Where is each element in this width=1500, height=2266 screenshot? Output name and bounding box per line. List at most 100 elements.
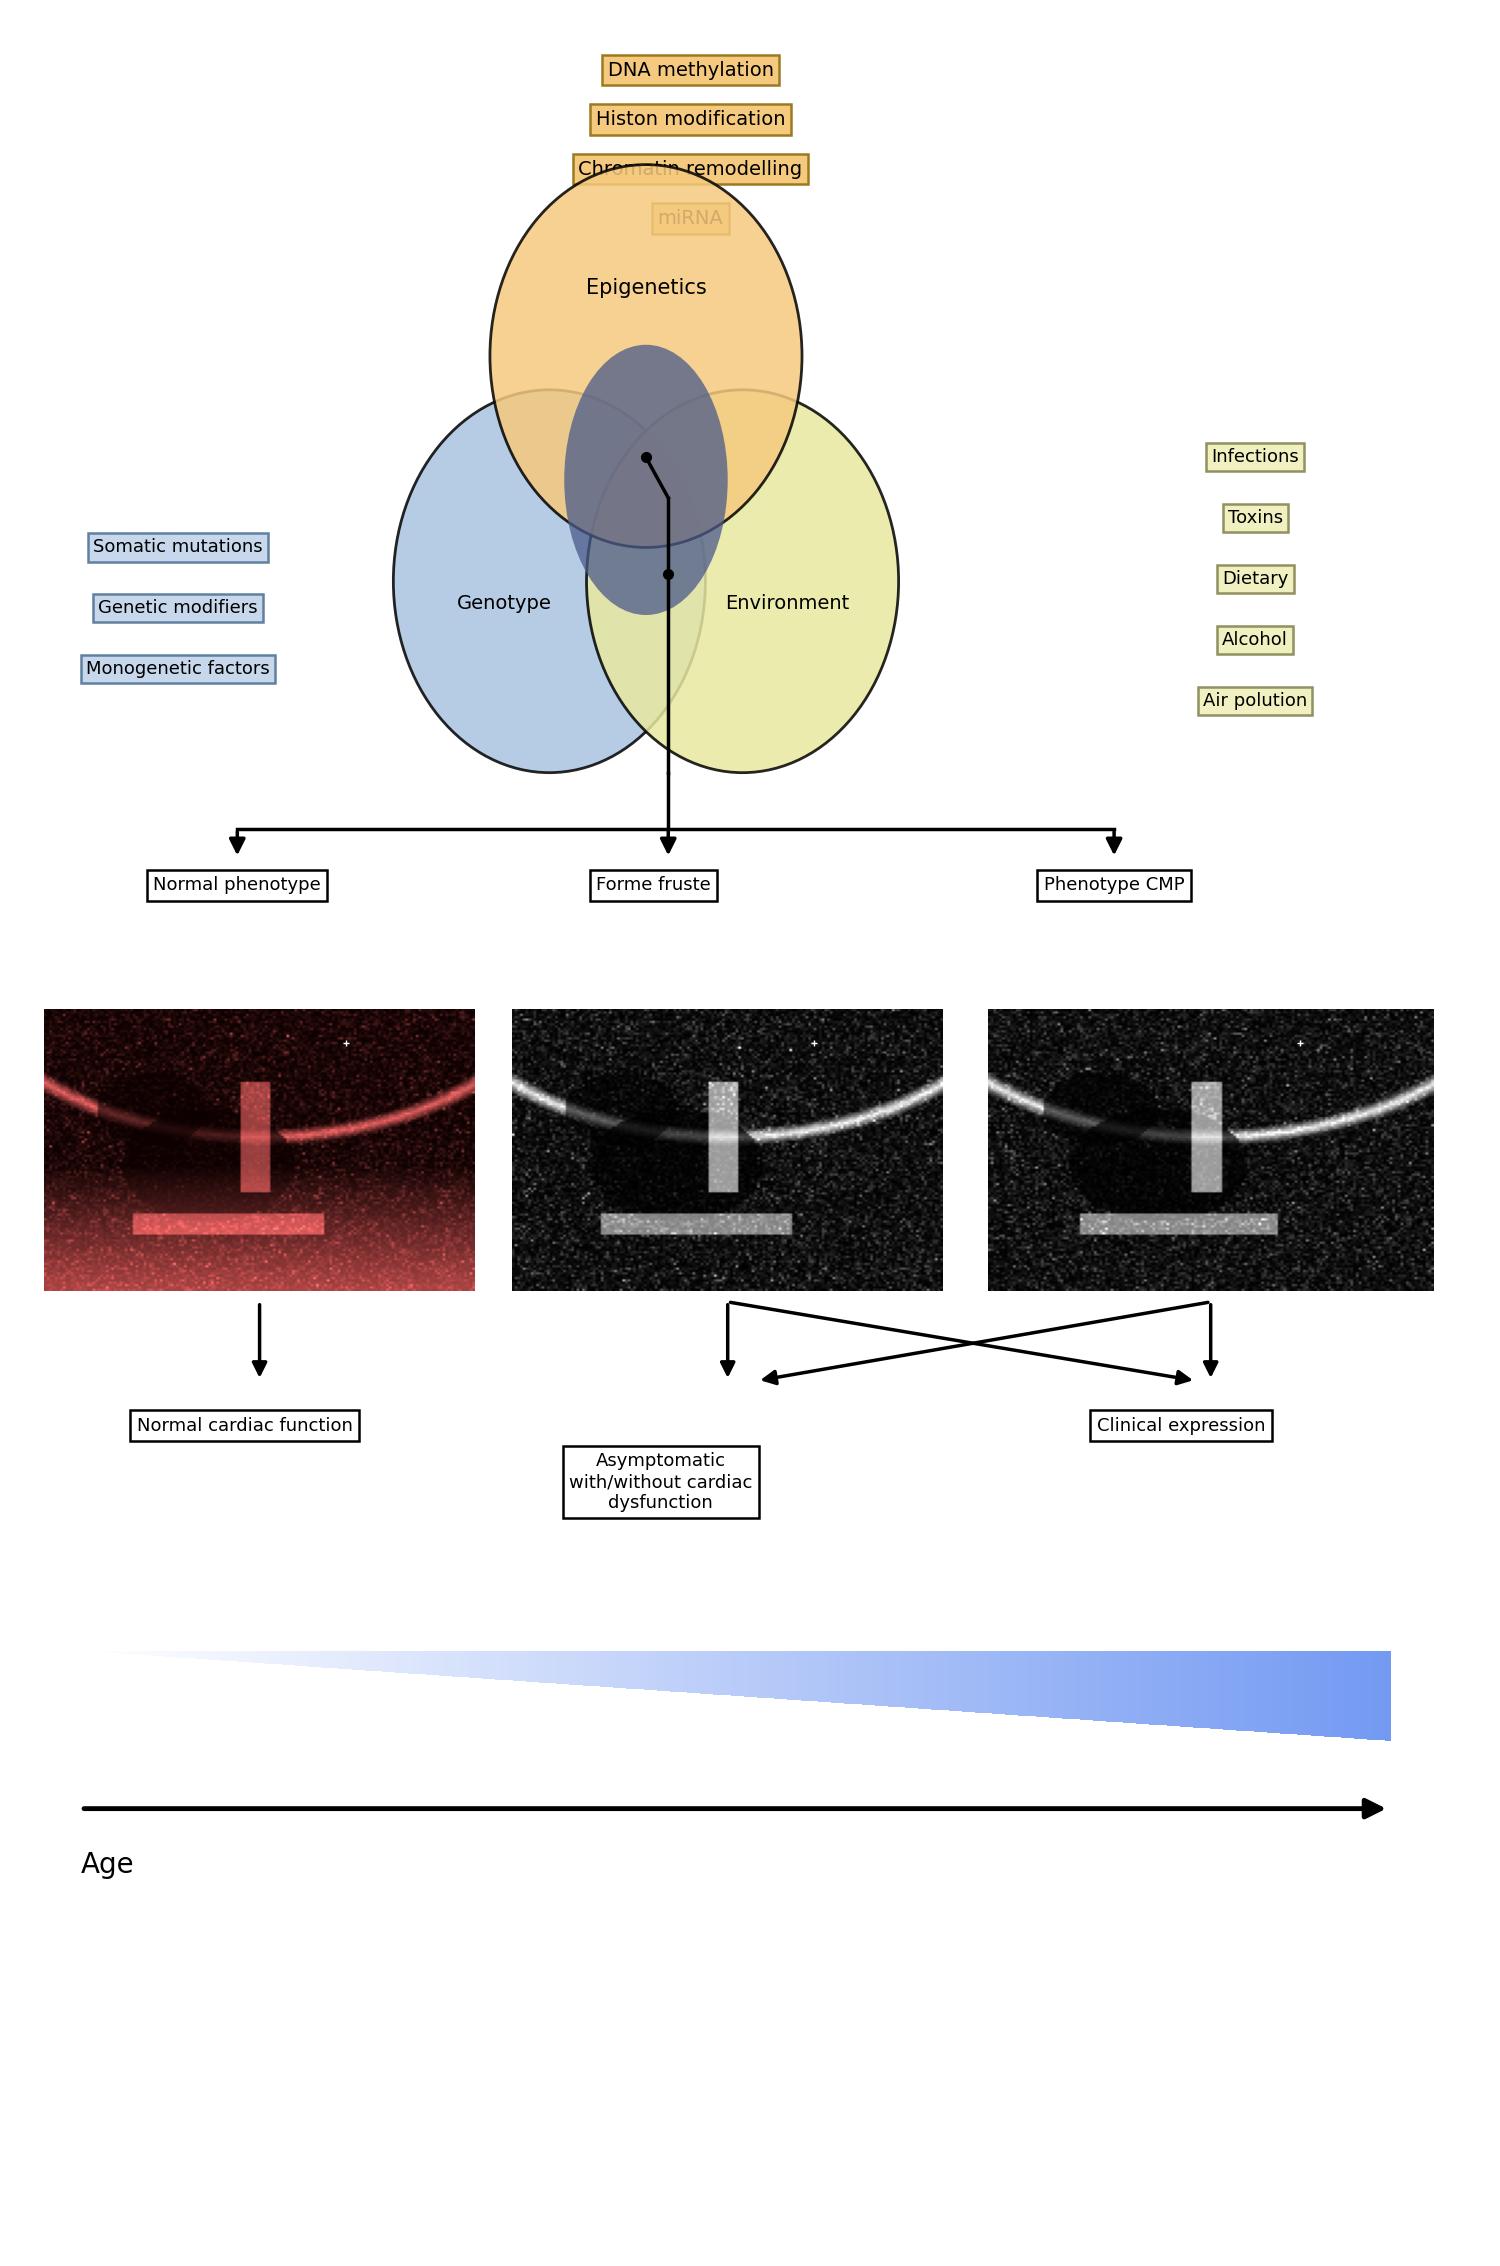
Bar bbox=[1316, 1652, 1322, 1736]
Bar bbox=[879, 1652, 885, 1706]
Bar bbox=[360, 1652, 366, 1670]
Bar bbox=[1206, 1652, 1212, 1729]
Bar bbox=[1076, 1652, 1082, 1720]
Bar bbox=[230, 1652, 236, 1661]
Bar bbox=[1032, 1652, 1038, 1715]
Bar bbox=[1254, 1652, 1260, 1731]
Bar bbox=[417, 1652, 423, 1675]
Bar bbox=[124, 1652, 130, 1654]
Bar bbox=[1192, 1652, 1198, 1727]
Bar bbox=[1066, 1652, 1072, 1720]
Bar bbox=[700, 1652, 706, 1693]
Bar bbox=[682, 1652, 688, 1693]
Text: Genotype: Genotype bbox=[458, 594, 552, 614]
Bar bbox=[534, 1652, 540, 1681]
Bar bbox=[957, 1652, 963, 1711]
Bar bbox=[1346, 1652, 1352, 1738]
Bar bbox=[962, 1652, 968, 1711]
Bar bbox=[808, 1652, 814, 1702]
Bar bbox=[452, 1652, 458, 1677]
Bar bbox=[1005, 1652, 1011, 1715]
Bar bbox=[339, 1652, 345, 1668]
Bar bbox=[552, 1652, 558, 1684]
Bar bbox=[147, 1652, 153, 1656]
Bar bbox=[870, 1652, 876, 1706]
Bar bbox=[438, 1652, 444, 1675]
Bar bbox=[1240, 1652, 1246, 1731]
Bar bbox=[394, 1652, 400, 1672]
Bar bbox=[1084, 1652, 1089, 1720]
Bar bbox=[456, 1652, 462, 1677]
Bar bbox=[614, 1652, 620, 1688]
Bar bbox=[705, 1652, 711, 1695]
Bar bbox=[252, 1652, 257, 1663]
Text: Age: Age bbox=[81, 1851, 135, 1879]
Bar bbox=[374, 1652, 380, 1670]
Bar bbox=[993, 1652, 998, 1713]
Bar bbox=[490, 1652, 496, 1679]
Bar bbox=[286, 1652, 292, 1666]
Bar bbox=[622, 1652, 627, 1688]
Bar bbox=[1124, 1652, 1130, 1722]
Bar bbox=[778, 1652, 784, 1700]
Bar bbox=[1184, 1652, 1190, 1727]
Bar bbox=[696, 1652, 702, 1693]
Bar bbox=[735, 1652, 741, 1695]
Bar bbox=[152, 1652, 157, 1656]
Text: Normal phenotype: Normal phenotype bbox=[153, 877, 321, 895]
Bar bbox=[556, 1652, 562, 1684]
Bar bbox=[980, 1652, 986, 1713]
Bar bbox=[902, 1652, 906, 1709]
Bar bbox=[730, 1652, 736, 1695]
Text: miRNA: miRNA bbox=[657, 208, 723, 229]
Bar bbox=[1202, 1652, 1208, 1729]
Bar bbox=[1176, 1652, 1182, 1727]
Bar bbox=[740, 1652, 746, 1697]
Bar bbox=[884, 1652, 890, 1706]
Bar bbox=[687, 1652, 693, 1693]
Bar bbox=[897, 1652, 903, 1706]
Bar bbox=[1010, 1652, 1016, 1715]
Bar bbox=[1227, 1652, 1233, 1729]
Bar bbox=[618, 1652, 624, 1688]
Bar bbox=[408, 1652, 414, 1675]
Bar bbox=[298, 1652, 304, 1666]
Bar bbox=[142, 1652, 148, 1654]
Bar bbox=[765, 1652, 771, 1697]
Bar bbox=[988, 1652, 994, 1713]
Bar bbox=[1371, 1652, 1377, 1740]
Text: Phenotype CMP: Phenotype CMP bbox=[1044, 877, 1185, 895]
Bar bbox=[1236, 1652, 1242, 1731]
Bar bbox=[648, 1652, 654, 1690]
Bar bbox=[422, 1652, 428, 1675]
Bar bbox=[1036, 1652, 1042, 1718]
Text: Alcohol: Alcohol bbox=[1222, 630, 1288, 648]
Bar bbox=[1380, 1652, 1386, 1740]
Bar bbox=[509, 1652, 515, 1681]
Text: Air polution: Air polution bbox=[1203, 691, 1308, 709]
Bar bbox=[758, 1652, 764, 1697]
Bar bbox=[1162, 1652, 1168, 1724]
Bar bbox=[1284, 1652, 1290, 1733]
Bar bbox=[1320, 1652, 1324, 1736]
Bar bbox=[1172, 1652, 1178, 1727]
Bar bbox=[220, 1652, 226, 1661]
Bar bbox=[574, 1652, 579, 1686]
Bar bbox=[1258, 1652, 1264, 1731]
Bar bbox=[996, 1652, 1002, 1713]
Bar bbox=[904, 1652, 910, 1709]
Bar bbox=[1028, 1652, 1033, 1715]
Bar bbox=[813, 1652, 819, 1702]
Bar bbox=[1062, 1652, 1068, 1718]
Text: Normal cardiac function: Normal cardiac function bbox=[136, 1416, 352, 1434]
Bar bbox=[652, 1652, 658, 1690]
Bar bbox=[392, 1652, 396, 1672]
Bar bbox=[255, 1652, 261, 1663]
Bar bbox=[818, 1652, 824, 1702]
Bar bbox=[1080, 1652, 1086, 1720]
Bar bbox=[1000, 1652, 1006, 1715]
Bar bbox=[495, 1652, 501, 1679]
Bar bbox=[168, 1652, 174, 1656]
Bar bbox=[1128, 1652, 1134, 1722]
Bar bbox=[204, 1652, 209, 1659]
